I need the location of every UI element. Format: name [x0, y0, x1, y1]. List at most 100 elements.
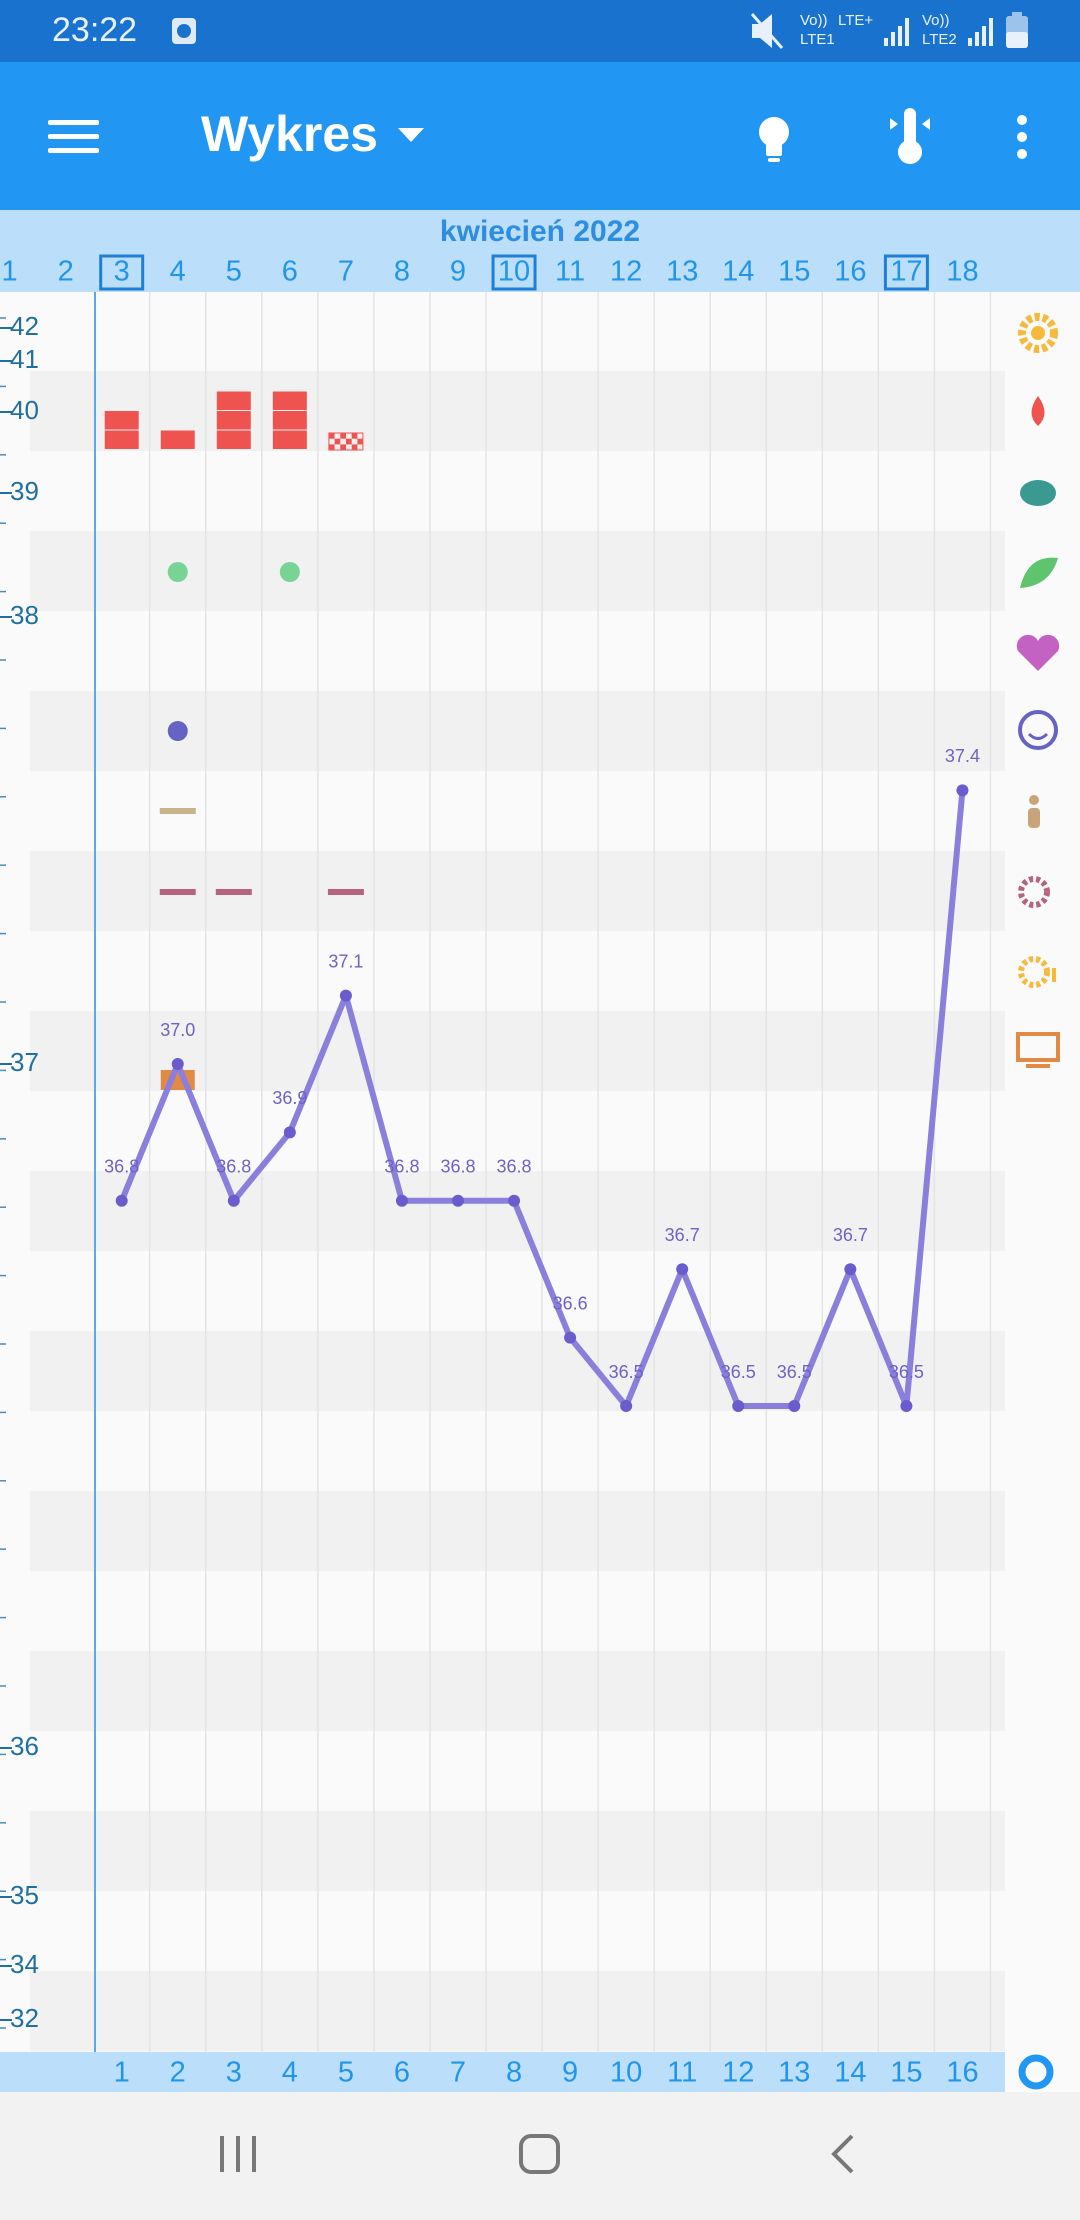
- temperature-point: [508, 1194, 521, 1207]
- y-tick-label: 38: [10, 600, 39, 630]
- date-label: 10: [498, 256, 530, 288]
- cycle-day-label: 7: [450, 2057, 466, 2089]
- temperature-point: [115, 1194, 128, 1207]
- spotting-cell: [357, 438, 364, 445]
- more-button[interactable]: [1017, 115, 1027, 159]
- cycle-day-label: 1: [114, 2057, 130, 2089]
- row-stripe: [30, 691, 1005, 771]
- mute-icon: [750, 13, 784, 49]
- network-label: Vo)): [922, 12, 950, 29]
- date-box: [99, 254, 145, 291]
- home-button[interactable]: [519, 2134, 560, 2174]
- temperature-label: 36.9: [272, 1088, 307, 1108]
- date-label: 5: [226, 256, 242, 288]
- grid: [94, 292, 992, 2092]
- toolbar: [0, 62, 1080, 210]
- toolbar-title[interactable]: Wykres: [201, 106, 378, 162]
- icon-sun-core: [1031, 326, 1045, 340]
- date-label: 11: [555, 256, 585, 288]
- date-label: 13: [666, 256, 698, 288]
- spotting-outline: [328, 432, 364, 451]
- refresh-icon[interactable]: [1018, 2054, 1054, 2090]
- temperature-point: [283, 1126, 296, 1139]
- date-label: 2: [58, 256, 74, 288]
- temperature-line: [118, 790, 966, 1409]
- y-tick-label: 36: [10, 1731, 39, 1761]
- temperature-point: [676, 1263, 689, 1276]
- temperature-point: [732, 1400, 745, 1412]
- dropdown-arrow[interactable]: [398, 128, 424, 142]
- date-label: 3: [114, 256, 130, 288]
- temperature-label: 36.8: [497, 1157, 532, 1177]
- temperature-label: 37.0: [160, 1020, 195, 1040]
- row-stripe: [30, 1971, 1005, 2051]
- temperature-label: 36.8: [440, 1157, 475, 1177]
- cycle-day-label: 4: [282, 2057, 298, 2089]
- cycle-day-label: 14: [834, 2057, 866, 2089]
- mucus-dot: [279, 562, 300, 582]
- temperature-point: [956, 784, 969, 797]
- cycle-day-label: 16: [946, 2057, 978, 2089]
- temperature-label: 36.7: [833, 1225, 868, 1245]
- month-band: [0, 210, 1080, 292]
- icon-monitor: [1016, 1032, 1060, 1062]
- y-tick-label: 34: [10, 1949, 39, 1979]
- icon-flower-warn: [1018, 956, 1050, 988]
- marks: 36.8 37.0 36.8 36.9 37.1 36.8 36.8 36.8 36.6 36.5…: [104, 391, 980, 1412]
- bleeding-block: [272, 411, 307, 430]
- temperature-point: [620, 1400, 633, 1412]
- row-stripes: [30, 371, 1005, 2051]
- icon-flower: [1018, 876, 1050, 908]
- temperature-label: 36.5: [777, 1362, 812, 1382]
- temperature-label: 36.8: [104, 1157, 139, 1177]
- bleeding-block: [272, 391, 307, 410]
- date-label: 4: [170, 256, 186, 288]
- thermometer-button[interactable]: [890, 108, 930, 164]
- cycle-day-label: 11: [667, 2057, 697, 2089]
- icon-leaf: [1020, 557, 1058, 588]
- network-label: Vo)): [800, 12, 828, 29]
- temperature-point: [900, 1400, 913, 1412]
- row-stripe: [30, 1491, 1005, 1571]
- cycle-day-label: 13: [778, 2057, 810, 2089]
- symptom-dash: [215, 889, 252, 895]
- icon-smile: [1027, 732, 1049, 740]
- cycle-day-label: 8: [506, 2057, 522, 2089]
- network-label: LTE1: [800, 31, 835, 48]
- network-label: LTE+: [838, 12, 873, 29]
- bulb-button[interactable]: [759, 117, 789, 162]
- spotting-mark: [328, 433, 364, 451]
- temperature-point: [564, 1331, 577, 1344]
- temperature-point: [227, 1194, 240, 1207]
- menu-button[interactable]: [48, 120, 99, 153]
- cycle-day-label: 12: [722, 2057, 754, 2089]
- bleeding-block: [104, 411, 139, 430]
- date-box: [883, 254, 929, 291]
- icon-monitor-stand: [1026, 1064, 1050, 1068]
- temperature-point: [844, 1263, 857, 1276]
- date-label: 16: [834, 256, 866, 288]
- temperature-point: [339, 989, 352, 1002]
- symptom-dash: [159, 889, 196, 895]
- bleeding-block: [272, 430, 307, 449]
- date-label: 18: [946, 256, 978, 288]
- date-label: 7: [338, 256, 354, 288]
- temperature-label: 36.8: [216, 1157, 251, 1177]
- temperature-point: [452, 1194, 464, 1207]
- recent-apps-button[interactable]: [220, 2136, 256, 2172]
- spotting-cell: [334, 438, 341, 445]
- y-tick-label: 40: [10, 395, 39, 425]
- icon-heart: [1016, 634, 1060, 671]
- bleeding-block: [216, 391, 251, 410]
- icon-sun: [1018, 313, 1058, 353]
- alarm-icon: [172, 18, 196, 44]
- temperature-point: [788, 1400, 801, 1412]
- back-button[interactable]: [831, 2134, 854, 2174]
- date-label: 15: [778, 256, 810, 288]
- temperature-label: 36.5: [721, 1362, 756, 1382]
- date-label: 9: [450, 256, 466, 288]
- row-stripe: [30, 1331, 1005, 1411]
- row-stripe: [30, 531, 1005, 611]
